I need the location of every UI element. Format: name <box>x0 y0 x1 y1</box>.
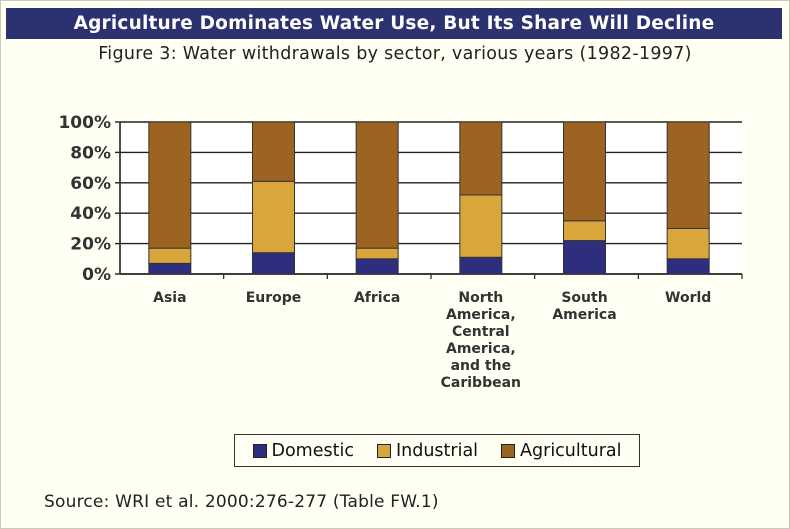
bar-domestic <box>355 258 399 275</box>
plot-area <box>120 122 742 274</box>
bar-industrial <box>355 247 399 260</box>
y-tick-label: 20% <box>70 235 111 255</box>
bar-agricultural <box>252 121 295 182</box>
bar-domestic <box>563 240 606 275</box>
y-tick-label: 60% <box>70 174 111 194</box>
legend-swatch-industrial <box>376 443 391 458</box>
bar-domestic <box>148 262 192 275</box>
bar-agricultural <box>148 121 192 249</box>
y-tick-label: 80% <box>70 143 111 163</box>
bar-agricultural <box>459 121 503 196</box>
x-tick-label: South <box>561 290 607 306</box>
chart-subtitle: Figure 3: Water withdrawals by sector, v… <box>98 44 692 64</box>
x-tick-label: Central <box>452 324 510 340</box>
bar-industrial <box>563 220 606 242</box>
bar-domestic <box>666 258 710 275</box>
bar-industrial <box>148 247 192 264</box>
source-note: Source: WRI et al. 2000:276-277 (Table F… <box>44 492 439 512</box>
legend-swatch-domestic <box>252 443 267 458</box>
bar-domestic <box>252 252 295 275</box>
legend-label-domestic: Domestic <box>271 440 354 461</box>
stacked-bar-chart: 0%20%40%60%80%100%Asia Europe Africa NorthA… <box>58 113 743 391</box>
y-tick-label: 40% <box>70 204 111 224</box>
bar-industrial <box>666 227 710 260</box>
legend-label-agricultural: Agricultural <box>520 440 622 461</box>
legend-label-industrial: Industrial <box>395 440 479 461</box>
x-tick-label: America, <box>446 341 516 357</box>
x-tick-label: Caribbean <box>441 375 521 391</box>
x-tick-label: America <box>552 307 616 323</box>
legend-item-industrial: Industrial <box>376 440 479 461</box>
x-tick-label: Europe <box>246 290 302 306</box>
bar-agricultural <box>666 121 710 229</box>
legend-swatch-agricultural <box>501 443 516 458</box>
bar-agricultural <box>563 121 606 222</box>
y-tick-label: 100% <box>58 113 111 133</box>
x-tick-label: Africa <box>354 290 400 306</box>
chart-title: Agriculture Dominates Water Use, But Its… <box>6 8 782 39</box>
legend-item-domestic: Domestic <box>252 440 354 461</box>
x-tick-label: World <box>665 290 711 306</box>
x-tick-label: Asia <box>153 290 186 306</box>
bar-industrial <box>459 194 503 258</box>
x-tick-label: North <box>458 290 503 306</box>
bar-domestic <box>459 256 503 275</box>
x-tick-label: and the <box>451 358 511 374</box>
x-tick-label: America, <box>446 307 516 323</box>
bar-agricultural <box>355 121 399 249</box>
legend-item-agricultural: Agricultural <box>501 440 622 461</box>
chart-legend: Domestic Industrial Agricultural <box>234 434 640 467</box>
bar-industrial <box>252 180 295 254</box>
y-tick-label: 0% <box>82 265 111 285</box>
